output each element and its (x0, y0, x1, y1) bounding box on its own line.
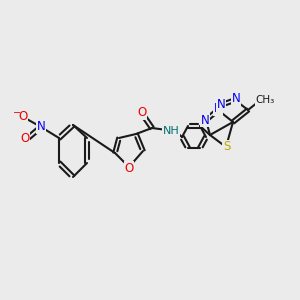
Text: N: N (201, 113, 209, 127)
Text: N: N (37, 121, 45, 134)
Text: S: S (223, 140, 231, 154)
Text: O: O (137, 106, 147, 119)
Text: N: N (214, 103, 222, 116)
Text: O: O (18, 110, 28, 124)
Text: O: O (20, 131, 30, 145)
Text: CH₃: CH₃ (255, 95, 274, 105)
Text: N: N (232, 92, 240, 106)
Text: NH: NH (163, 126, 179, 136)
Text: O: O (124, 161, 134, 175)
Text: N: N (217, 98, 225, 112)
Text: −: − (13, 108, 21, 118)
